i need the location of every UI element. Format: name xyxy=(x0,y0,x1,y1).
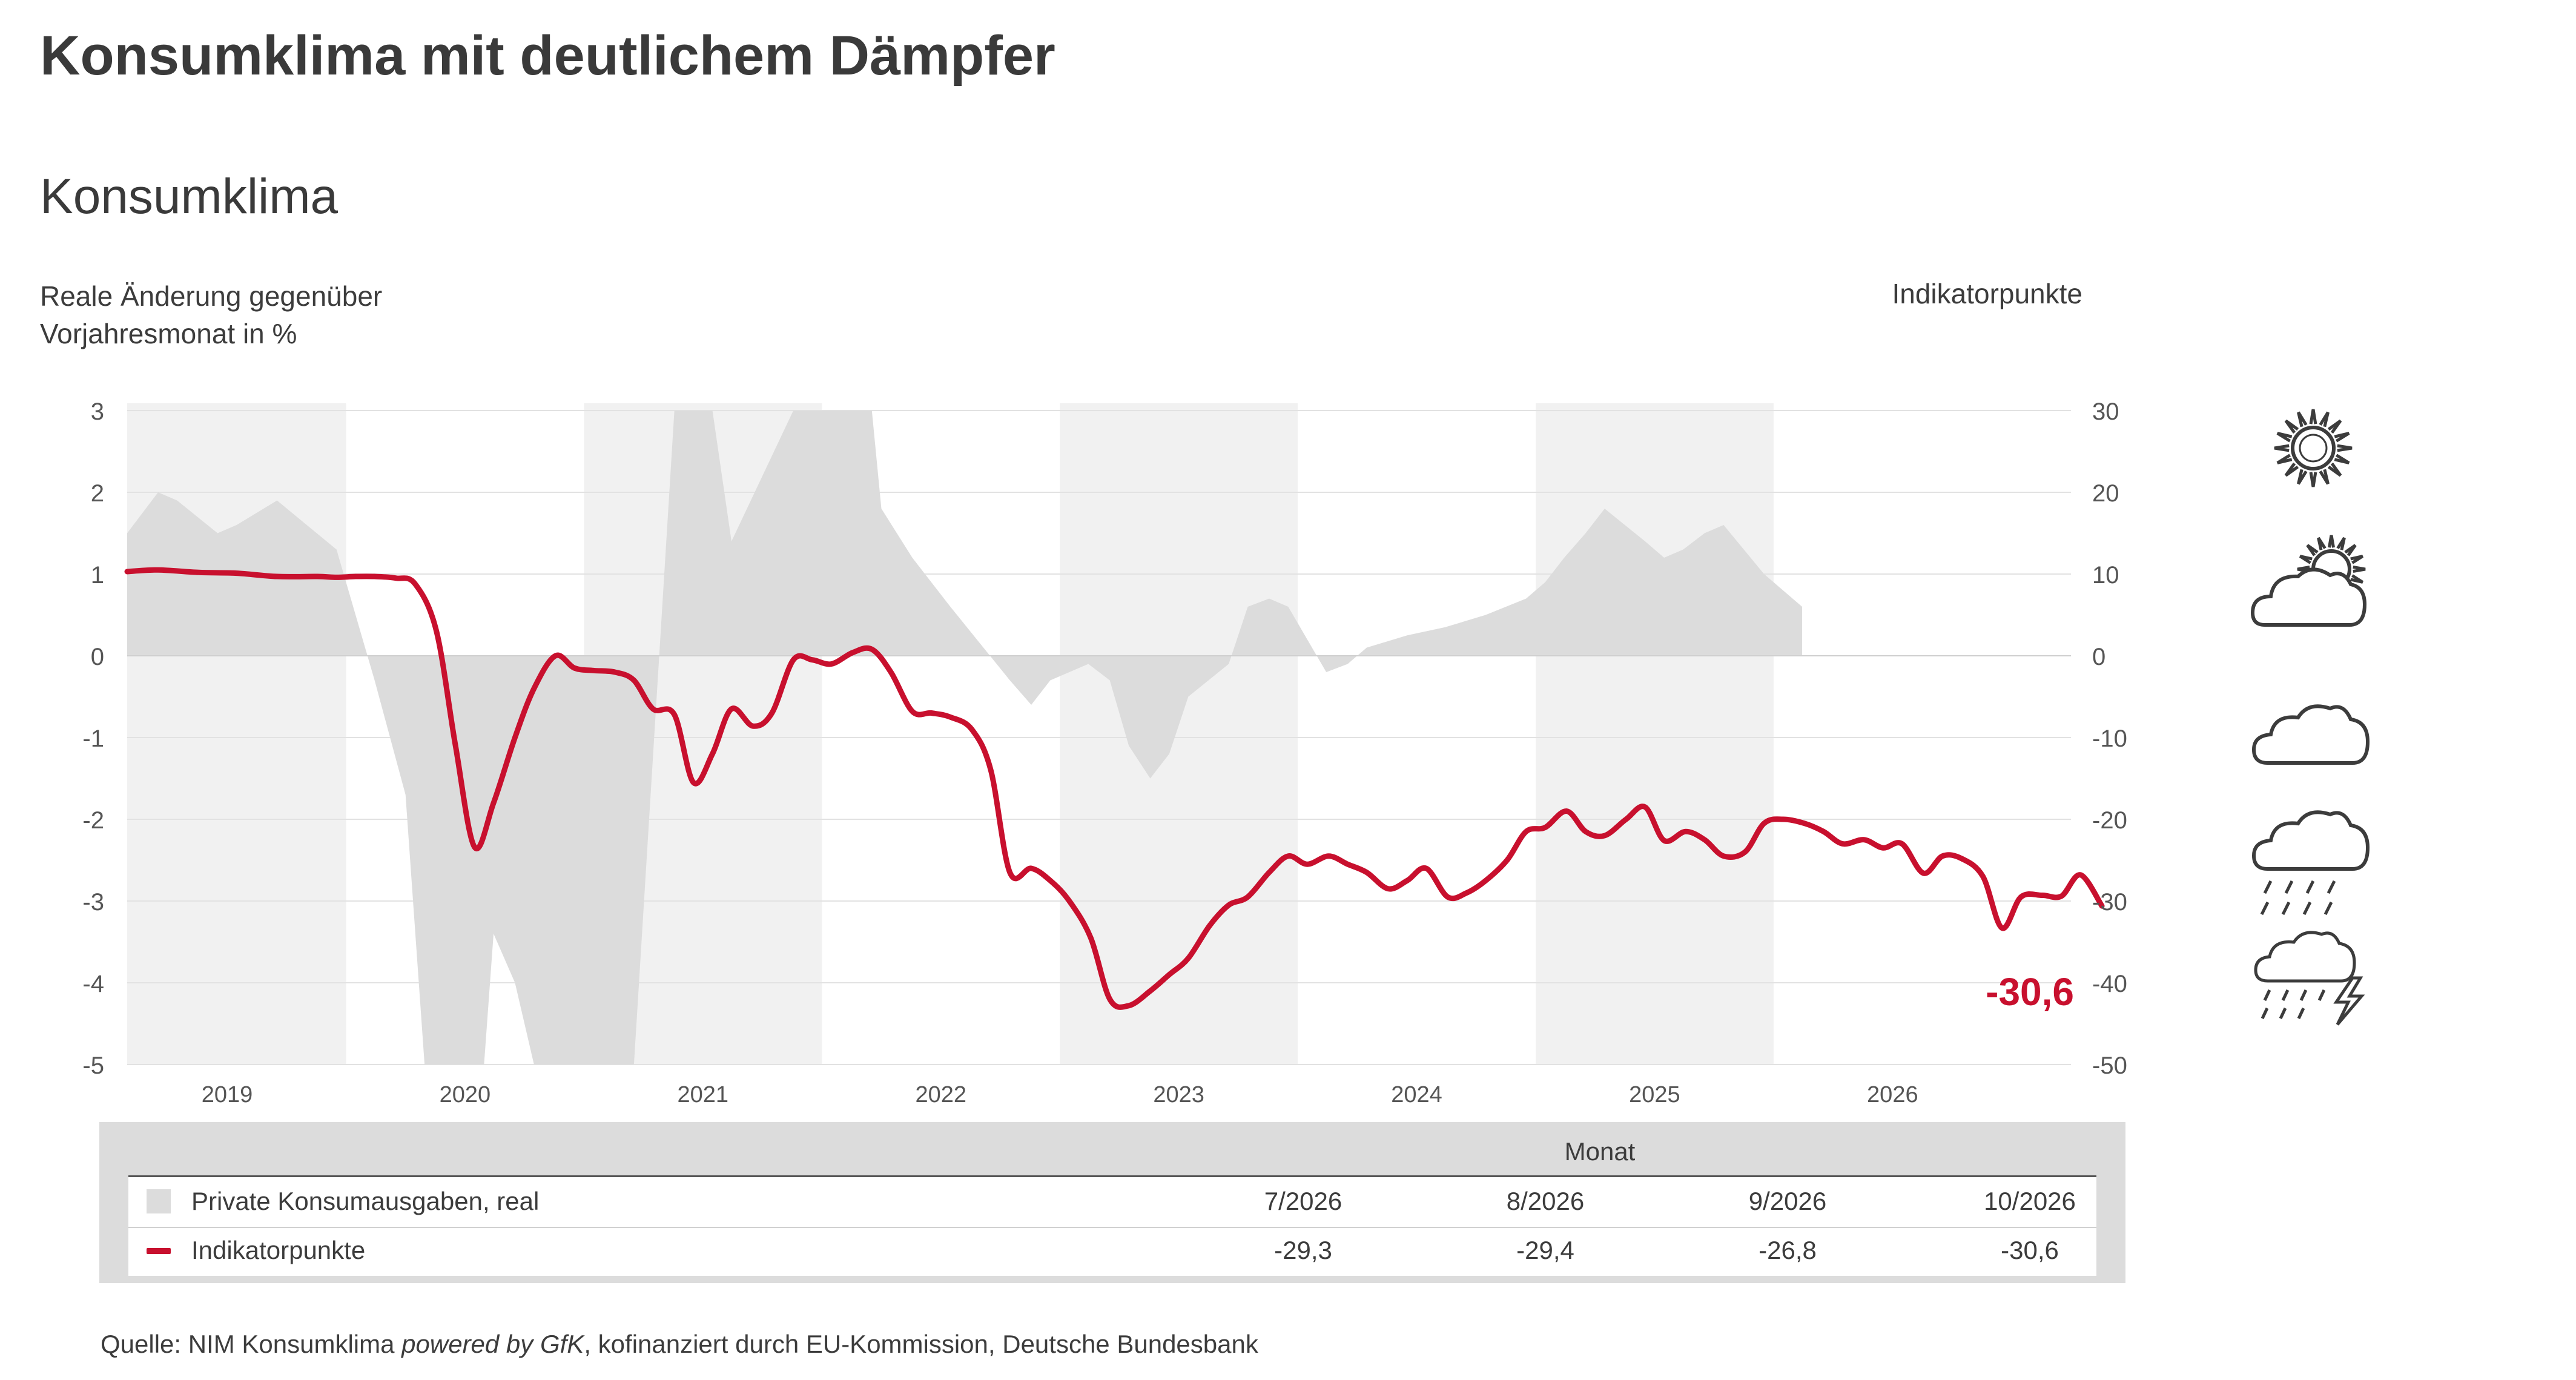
legend-label: Indikatorpunkte xyxy=(191,1236,366,1264)
x-tick-label: 2019 xyxy=(202,1082,253,1108)
legend-swatch-line xyxy=(147,1248,171,1254)
thunderstorm-icon xyxy=(2254,931,2365,1026)
legend-cell: -29,4 xyxy=(1516,1236,1574,1264)
y-right-tick-label: 20 xyxy=(2092,480,2119,507)
x-tick-label: 2020 xyxy=(440,1082,491,1108)
legend-cell: 8/2026 xyxy=(1506,1187,1585,1215)
sun-ray xyxy=(2350,574,2364,584)
source-italic: powered by GfK xyxy=(401,1330,584,1358)
sun-behind-cloud-icon xyxy=(2250,535,2367,627)
legend-swatch-area xyxy=(147,1189,171,1213)
tick-labels: 3210-1-2-3-4-53020100-10-20-30-40-502019… xyxy=(82,398,2127,1108)
y-right-tick-label: -20 xyxy=(2092,807,2127,834)
sun-ray xyxy=(2337,444,2353,452)
y-left-tick-label: -5 xyxy=(82,1052,104,1079)
indicator-line-layer xyxy=(124,567,2105,1010)
legend-table: Private Konsumausgaben, real 7/2026 8/20… xyxy=(99,1122,2125,1283)
sun-ray xyxy=(2353,566,2366,573)
legend-cell: -26,8 xyxy=(1759,1236,1817,1264)
rain-cloud-icon xyxy=(2251,810,2370,916)
legend-cell: -29,3 xyxy=(1274,1236,1332,1264)
y-axis-left-label-line1: Reale Änderung gegenüber xyxy=(40,280,383,312)
sun-ray xyxy=(2334,432,2350,443)
y-left-tick-label: 3 xyxy=(91,398,104,425)
legend-row-indicator: Indikatorpunkte -29,3 -29,4 -26,8 -30,6 xyxy=(128,1226,2096,1276)
x-tick-label: 2025 xyxy=(1629,1082,1680,1108)
y-right-tick-label: -30 xyxy=(2092,889,2127,916)
source-prefix: Quelle: NIM Konsumklima xyxy=(101,1330,402,1358)
sun-ray xyxy=(2327,419,2342,434)
sun-ray xyxy=(2284,462,2299,477)
x-tick-label: 2024 xyxy=(1391,1082,1442,1108)
weather-scale xyxy=(2241,388,2386,1032)
sun-ray xyxy=(2284,419,2299,434)
sun-ray xyxy=(2336,536,2346,550)
y-left-tick-label: 0 xyxy=(91,644,104,670)
sun-ray xyxy=(2328,535,2335,548)
sun-ray xyxy=(2299,555,2313,564)
y-right-tick-label: -50 xyxy=(2092,1052,2127,1079)
sun-ray xyxy=(2274,444,2290,452)
y-left-tick-label: 1 xyxy=(91,562,104,589)
sun-ray xyxy=(2344,544,2357,556)
legend-row-consumption: Private Konsumausgaben, real 7/2026 8/20… xyxy=(128,1175,2096,1228)
y-axis-left-label-line2: Vorjahresmonat in % xyxy=(40,318,297,349)
sun-ray xyxy=(2350,555,2364,564)
consumer-climate-chart: 3210-1-2-3-4-53020100-10-20-30-40-502019… xyxy=(82,398,2127,1108)
sun-ray xyxy=(2327,462,2342,477)
legend-cell: -30,6 xyxy=(2001,1236,2059,1264)
indicator-line xyxy=(124,567,2105,1010)
y-axis-left-label: Reale Änderung gegenüber Vorjahresmonat … xyxy=(40,277,382,352)
sun-ray xyxy=(2319,469,2330,485)
page-title: Konsumklima mit deutlichem Dämpfer xyxy=(40,25,1055,87)
y-left-tick-label: -3 xyxy=(82,889,104,916)
legend-table-body: Private Konsumausgaben, real 7/2026 8/20… xyxy=(128,1175,2096,1276)
y-right-tick-label: -10 xyxy=(2092,725,2127,752)
cloud-icon xyxy=(2251,704,2370,765)
x-tick-label: 2022 xyxy=(915,1082,966,1108)
consumption-area-layer xyxy=(127,411,1803,1065)
year-band-2025 xyxy=(1535,403,1774,1065)
legend-label: Private Konsumausgaben, real xyxy=(191,1187,540,1215)
year-bands xyxy=(127,403,1774,1065)
sun-ray xyxy=(2276,454,2293,464)
y-right-tick-label: -40 xyxy=(2092,971,2127,997)
y-right-tick-label: 0 xyxy=(2092,644,2105,670)
sun-ray xyxy=(2297,469,2308,485)
sun-ray xyxy=(2319,411,2330,428)
sun-ray xyxy=(2309,409,2317,424)
sun-ray xyxy=(2309,472,2317,487)
sun-ray xyxy=(2276,432,2293,443)
legend-cell: 10/2026 xyxy=(1984,1187,2076,1215)
year-band-2023 xyxy=(1060,403,1298,1065)
chart-subtitle: Konsumklima xyxy=(40,169,339,224)
x-tick-label: 2023 xyxy=(1153,1082,1204,1108)
last-value-label: -30,6 xyxy=(1986,970,2074,1014)
y-right-tick-label: 10 xyxy=(2092,562,2119,589)
y-left-tick-label: 2 xyxy=(91,480,104,507)
legend-cell: 7/2026 xyxy=(1264,1187,1342,1215)
legend-cell: 9/2026 xyxy=(1748,1187,1827,1215)
x-tick-label: 2021 xyxy=(678,1082,729,1108)
legend-header-month: Monat xyxy=(1564,1137,1636,1166)
y-axis-right-label: Indikatorpunkte xyxy=(1892,278,2082,309)
x-tick-label: 2026 xyxy=(1867,1082,1918,1108)
consumption-area xyxy=(127,411,1803,1065)
sun-ray xyxy=(2306,544,2319,556)
y-left-tick-label: -2 xyxy=(82,807,104,834)
sun-icon xyxy=(2274,409,2353,487)
sun-ray xyxy=(2317,536,2327,550)
source-note: Quelle: NIM Konsumklima powered by GfK, … xyxy=(101,1330,1258,1359)
y-left-tick-label: -1 xyxy=(82,725,104,752)
sun-ray xyxy=(2334,454,2350,464)
source-suffix: , kofinanziert durch EU-Kommission, Deut… xyxy=(584,1330,1258,1358)
y-left-tick-label: -4 xyxy=(82,971,104,997)
y-right-tick-label: 30 xyxy=(2092,398,2119,425)
sun-ray xyxy=(2297,411,2308,428)
